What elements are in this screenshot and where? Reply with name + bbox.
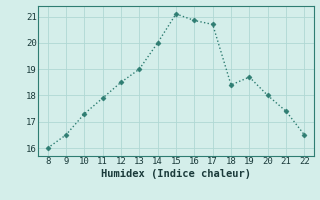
X-axis label: Humidex (Indice chaleur): Humidex (Indice chaleur) <box>101 169 251 179</box>
